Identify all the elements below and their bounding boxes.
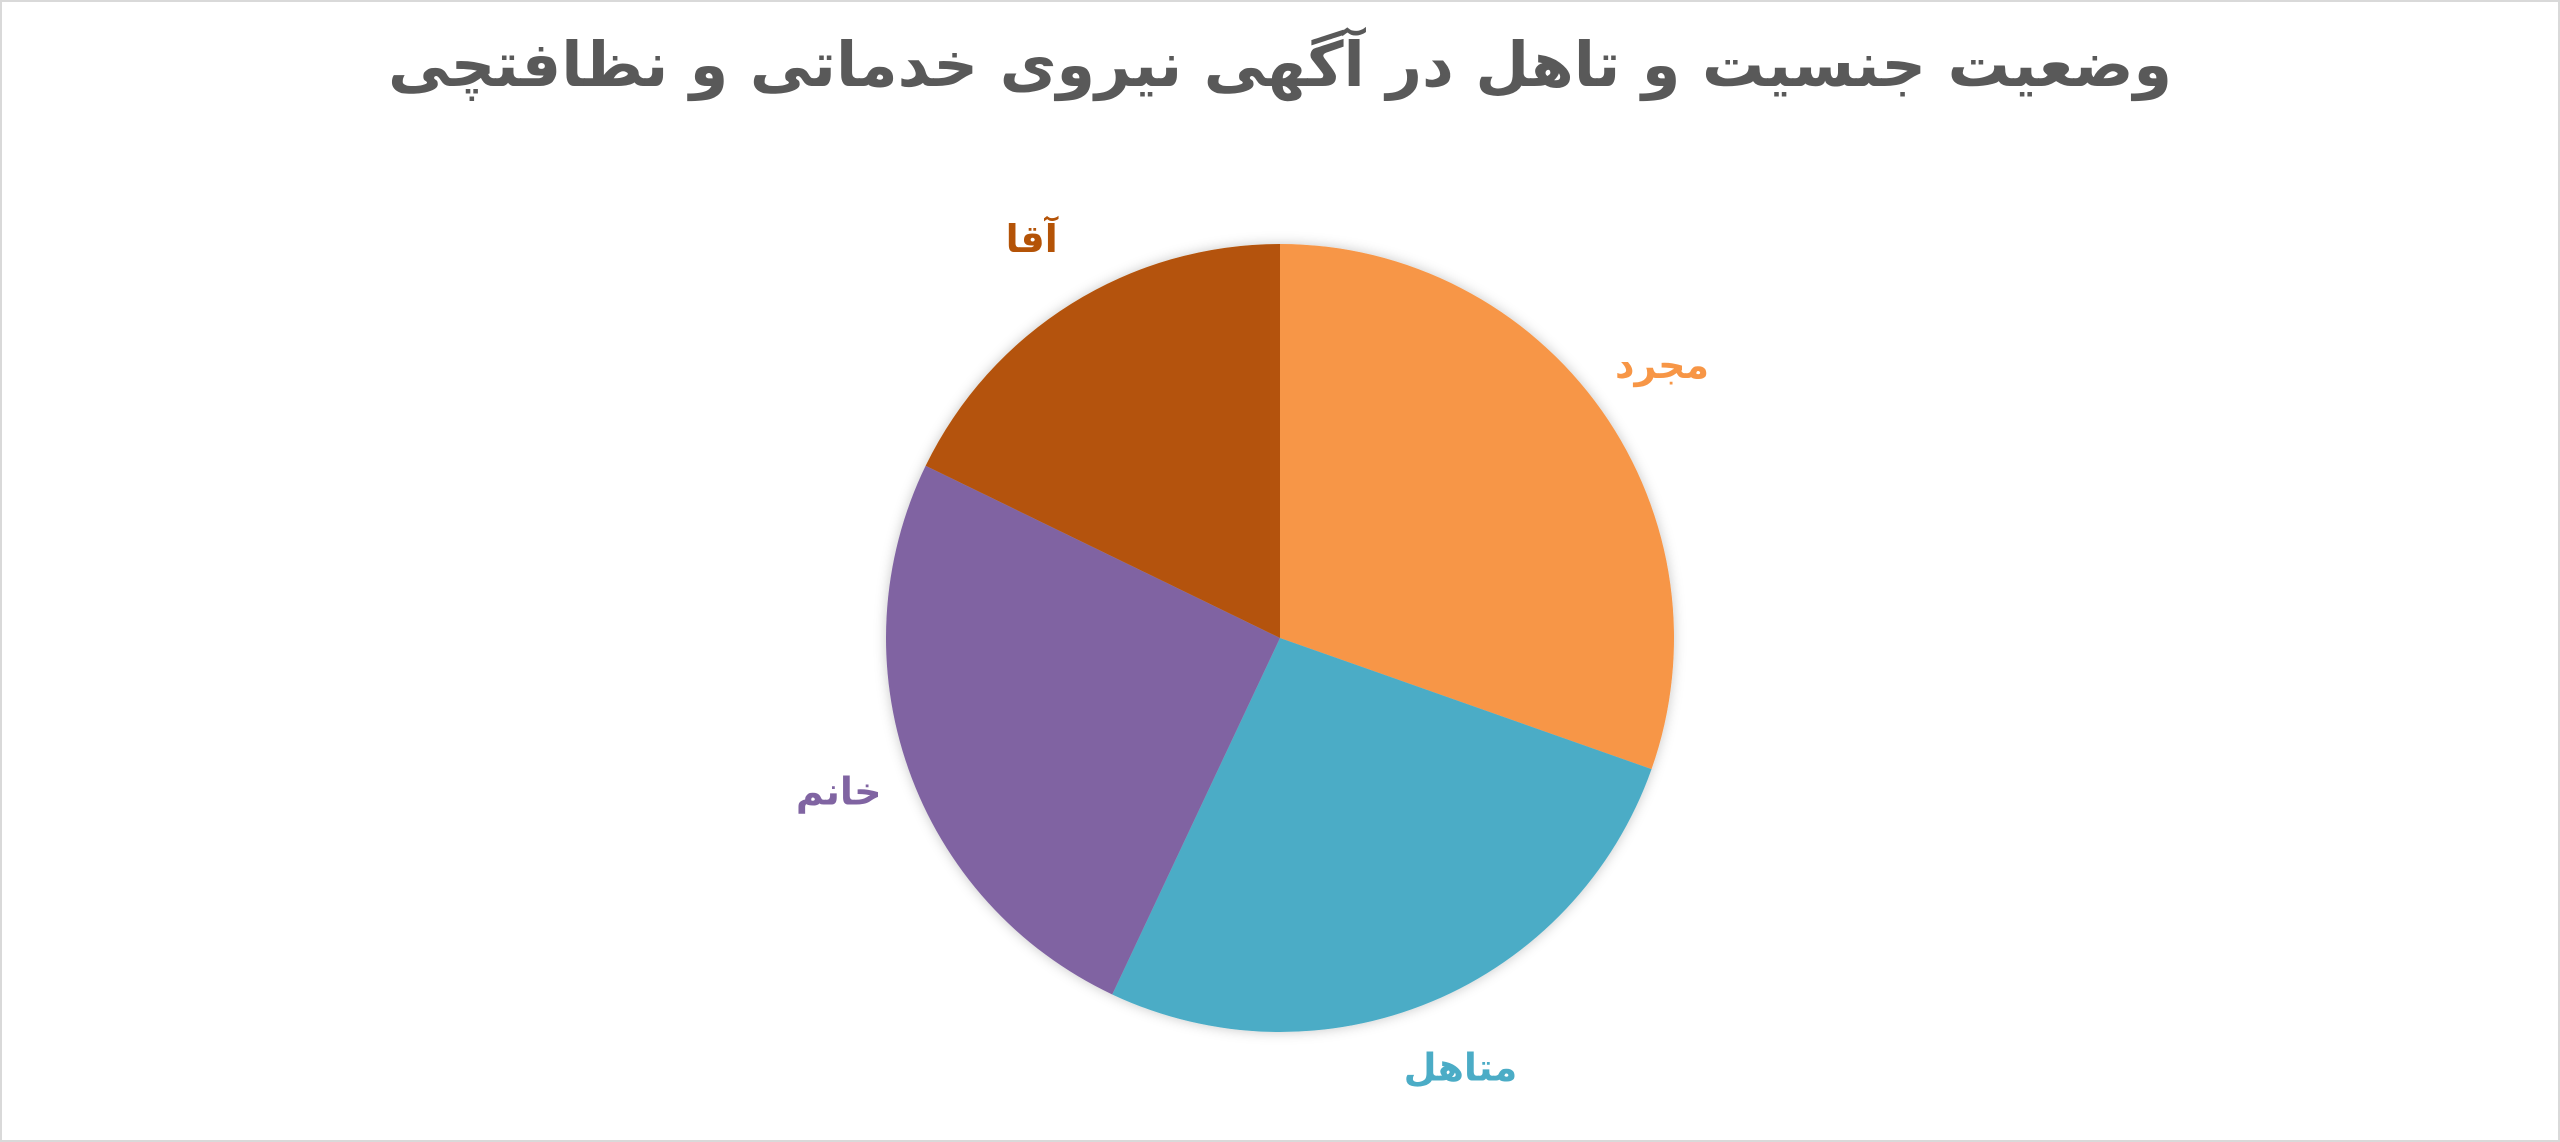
slice-label: خانم xyxy=(796,769,882,814)
slice-label: متاهل xyxy=(1404,1045,1518,1089)
chart-title: وضعیت جنسیت و تاهل در آگهی نیروی خدماتی … xyxy=(387,28,2173,101)
pie-slice xyxy=(925,243,1280,638)
pie-slices xyxy=(886,243,1675,1032)
pie-slice xyxy=(1280,244,1675,770)
slice-label: آقا xyxy=(1006,215,1059,261)
pie-slice xyxy=(886,465,1280,995)
pie-labels: مجرد متاهل خانم آقا xyxy=(796,215,1709,1090)
slice-label: مجرد xyxy=(1615,343,1709,387)
pie-slice xyxy=(1112,638,1652,1032)
